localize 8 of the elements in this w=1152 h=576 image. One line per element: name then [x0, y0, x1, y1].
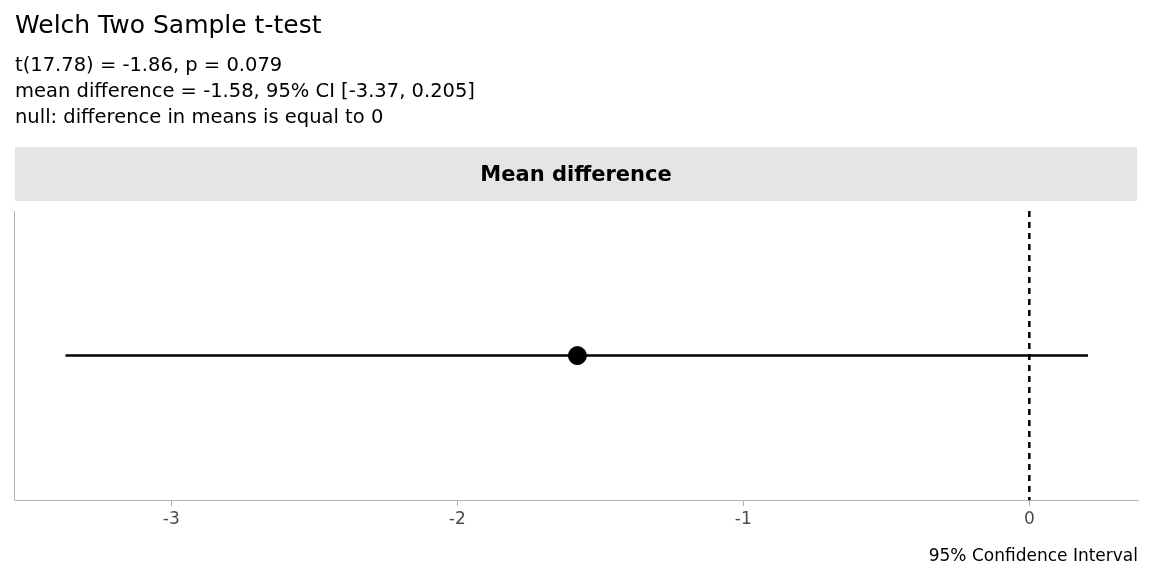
- chart-subtitle: t(17.78) = -1.86, p = 0.079 mean difference = -1.58, 95% CI [-3.37, 0.205] null: difference in means is equal to 0: [15, 53, 475, 128]
- x-tick-label: -2: [448, 507, 466, 528]
- x-tick-label: -3: [162, 507, 180, 528]
- text: Mean difference: [480, 162, 672, 186]
- x-tick-label: 0: [1023, 507, 1035, 528]
- x-tick-label: -1: [734, 507, 752, 528]
- chart-title: Welch Two Sample t-test: [15, 10, 322, 39]
- x-axis-title: 95% Confidence Interval: [928, 545, 1138, 566]
